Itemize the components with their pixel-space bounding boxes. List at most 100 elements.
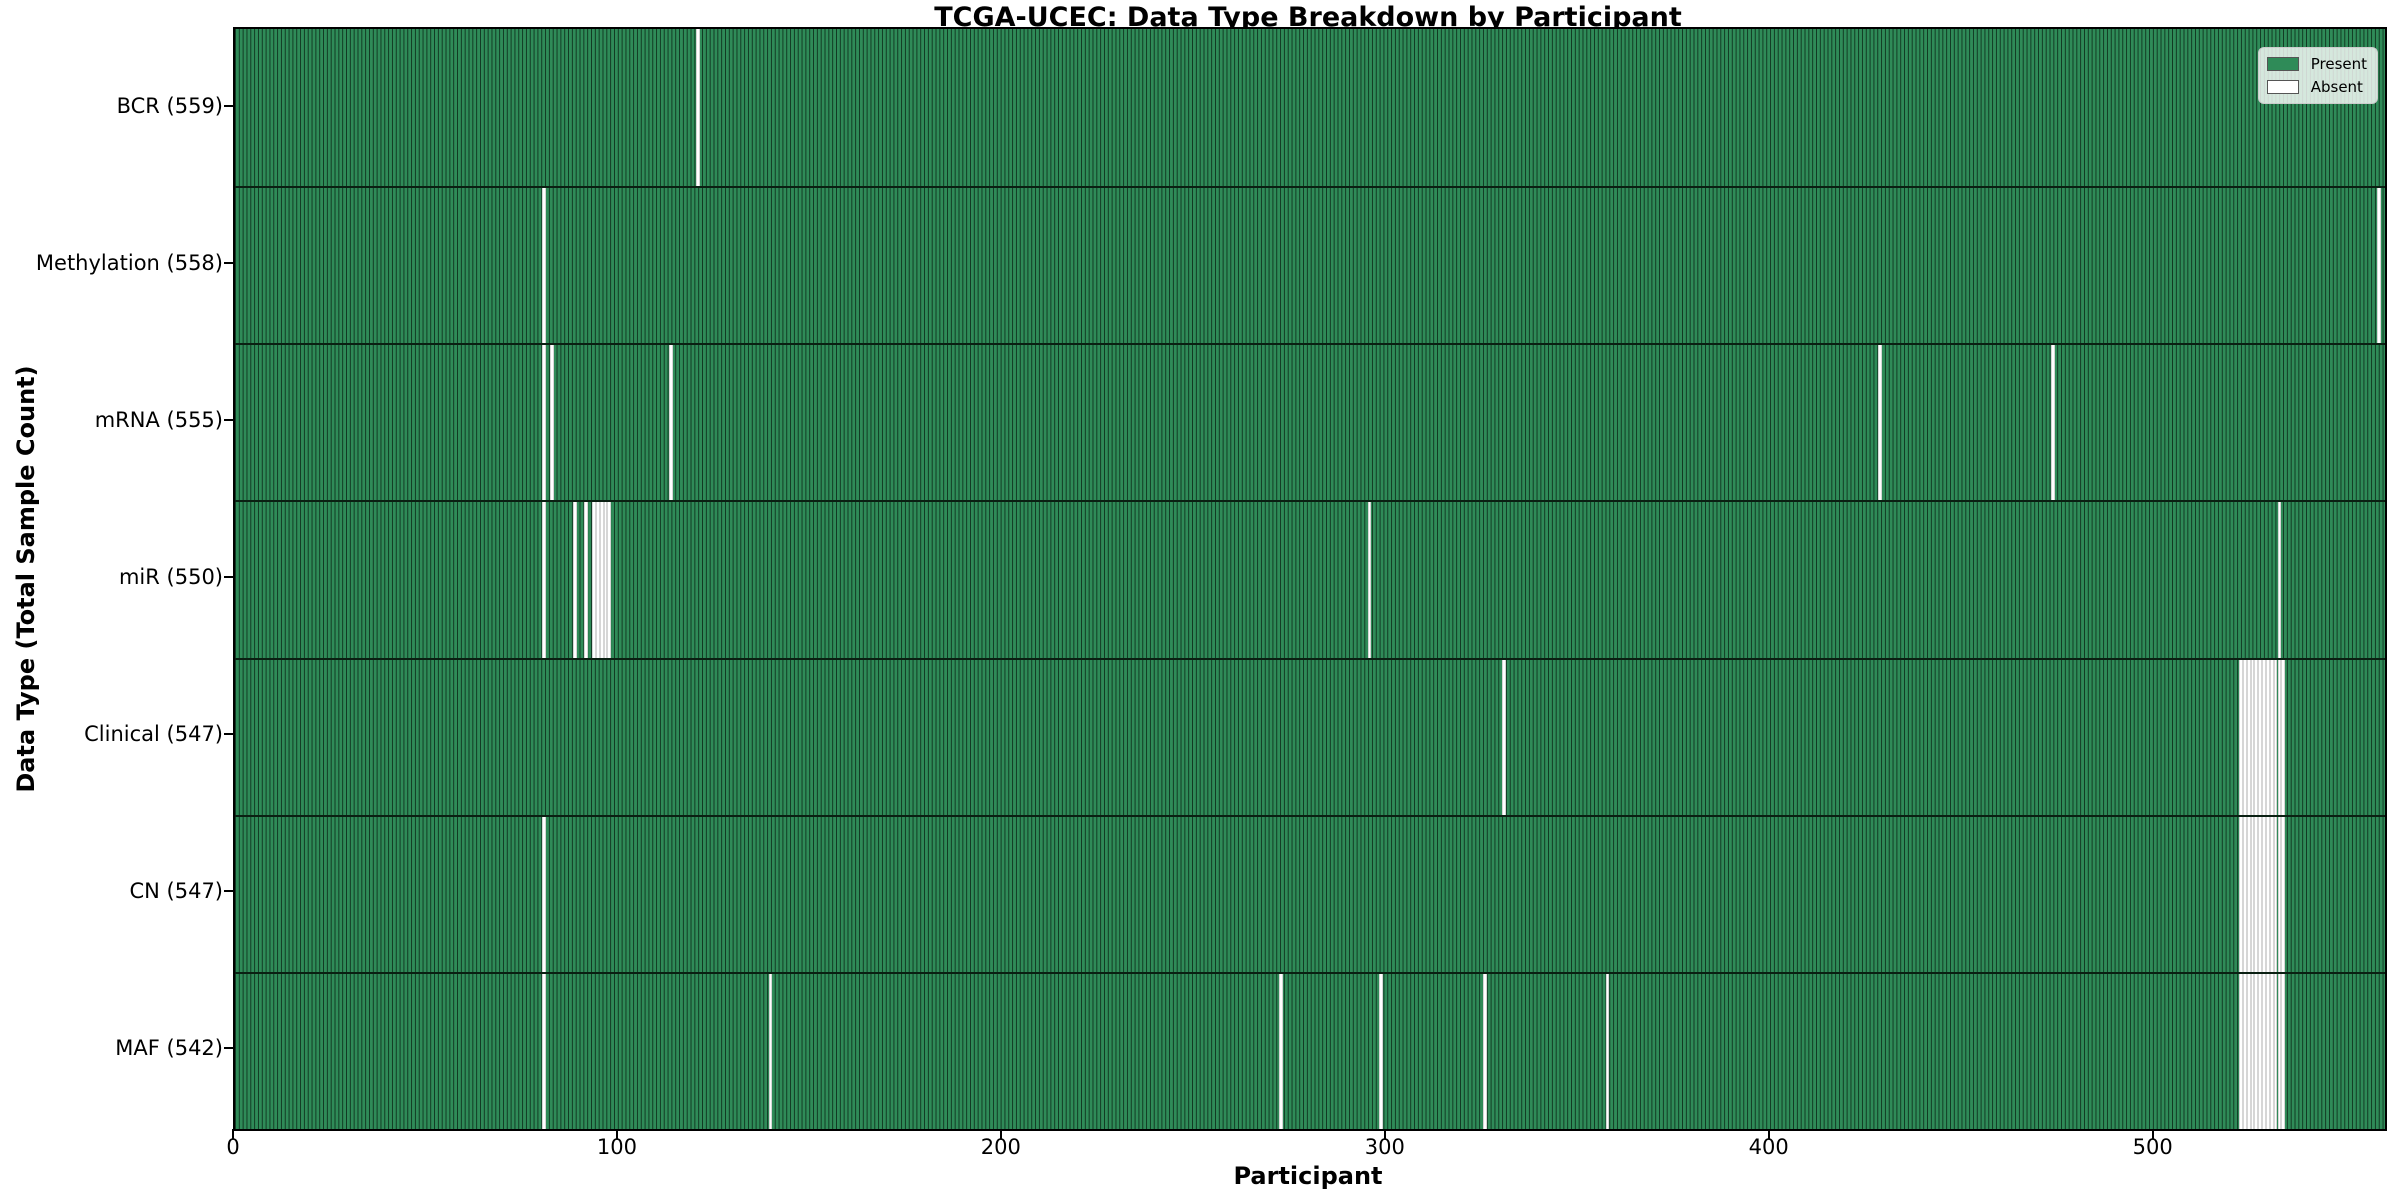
datatype-row-mir [235,500,2385,658]
absent-cell [2239,816,2243,972]
absent-cell [2242,973,2247,1129]
absent-cell [2254,659,2259,815]
absent-cell [1367,502,1372,658]
absent-cell [2250,816,2255,972]
absent-cell [1482,973,1487,1129]
y-tick-label-bcr: BCR (559) [116,93,223,118]
y-tick-mark [224,576,233,578]
absent-cell [542,188,546,344]
x-tick-mark [1767,1129,1770,1139]
legend-item-present: Present [2266,55,2367,73]
absent-cell [2265,973,2270,1129]
absent-cell [599,502,604,658]
absent-cell [2277,502,2282,658]
datatype-row-methylation [235,186,2385,344]
absent-cell [607,502,612,658]
datatype-row-maf [235,971,2385,1129]
legend-swatch-present [2266,57,2299,71]
absent-cell [603,502,608,658]
absent-cell [2277,816,2282,972]
datatype-row-mrna [235,343,2385,501]
plot-area: Present Absent [233,27,2387,1131]
absent-cell [2239,659,2243,815]
absent-cell [2258,816,2263,972]
absent-cell [2269,659,2274,815]
absent-cell [768,973,773,1129]
x-tick-label-400: 400 [1748,1135,1789,1159]
x-tick-mark [1383,1129,1386,1139]
absent-cell [2262,816,2266,972]
absent-cell [1379,973,1383,1129]
absent-cell [2258,659,2263,815]
absent-cell [2281,659,2286,815]
absent-cell [549,345,554,501]
absent-cell [2377,188,2382,344]
datatype-row-clinical [235,657,2385,815]
absent-cell [584,502,589,658]
x-tick-mark [999,1129,1002,1139]
legend-swatch-absent [2266,80,2299,94]
absent-cell [2273,659,2278,815]
absent-cell [2269,973,2274,1129]
y-tick-mark [224,418,233,421]
absent-cell [2254,973,2259,1129]
y-tick-label-methylation: Methylation (558) [35,250,223,275]
x-tick-label-200: 200 [980,1135,1021,1159]
absent-cell [2262,973,2266,1129]
absent-cell [2281,973,2286,1129]
y-tick-label-mir: miR (550) [118,565,223,589]
datatype-row-bcr [235,29,2385,187]
absent-cell [542,973,546,1129]
absent-cell [542,502,546,658]
legend-label-present: Present [2310,55,2367,73]
x-tick-label-100: 100 [596,1135,637,1159]
absent-cell [2277,659,2282,815]
absent-cell [695,29,700,187]
absent-cell [1878,345,1883,501]
x-axis-label: Participant [1233,1162,1383,1190]
x-tick-mark [2151,1129,2154,1139]
absent-cell [2250,973,2255,1129]
absent-cell [595,502,600,658]
datatype-row-cn [235,814,2385,972]
absent-cell [592,502,596,658]
absent-cell [2265,659,2270,815]
y-tick-label-cn: CN (547) [129,879,223,904]
x-tick-label-300: 300 [1364,1135,1405,1159]
legend-label-absent: Absent [2310,78,2363,96]
absent-cell [2246,816,2251,972]
x-tick-label-0: 0 [226,1135,240,1159]
absent-cell [2239,973,2243,1129]
absent-cell [1501,659,1506,815]
legend-item-absent: Absent [2266,78,2367,96]
absent-cell [2281,816,2286,972]
absent-cell [2269,816,2274,972]
absent-cell [2273,973,2278,1129]
absent-cell [2050,345,2055,501]
absent-cell [1279,973,1284,1129]
absent-cell [2246,659,2251,815]
absent-cell [2258,973,2263,1129]
absent-cell [2242,659,2247,815]
absent-cell [2250,659,2255,815]
absent-cell [2273,816,2278,972]
absent-cell [2265,816,2270,972]
absent-cell [668,345,673,501]
absent-cell [1605,973,1610,1129]
y-tick-mark [224,733,233,736]
y-tick-mark [224,261,233,264]
y-tick-mark [224,890,233,893]
legend: Present Absent [2257,47,2378,104]
y-tick-label-maf: MAF (542) [115,1036,223,1061]
absent-cell [572,502,577,658]
absent-cell [2254,816,2259,972]
y-tick-label-clinical: Clinical (547) [84,722,223,747]
absent-cell [2262,659,2266,815]
y-tick-mark [224,1047,233,1050]
absent-cell [2277,973,2282,1129]
x-tick-label-500: 500 [2132,1135,2173,1159]
absent-cell [542,816,546,972]
y-tick-mark [224,104,233,107]
absent-cell [2242,816,2247,972]
